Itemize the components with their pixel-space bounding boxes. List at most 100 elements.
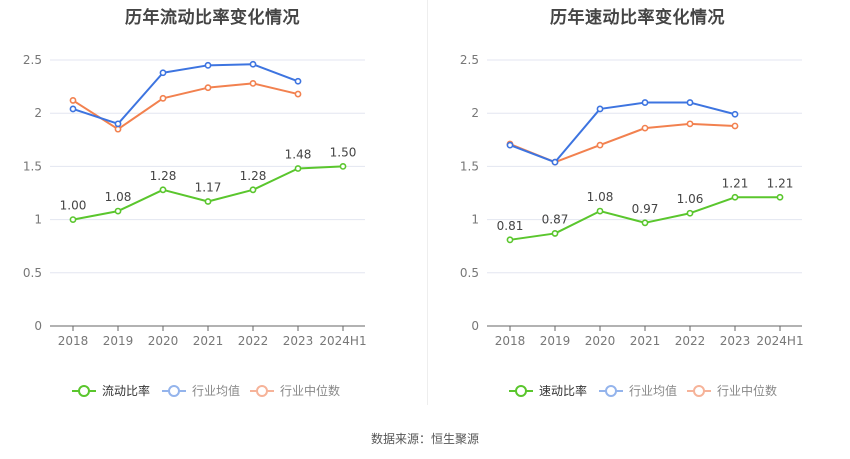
legend-item-primary[interactable]: 速动比率 [509, 383, 587, 398]
data-source-footer: 数据来源：恒生聚源 [370, 432, 479, 446]
x-tick-label: 2023 [283, 334, 314, 348]
data-point-industry_median [249, 80, 257, 87]
legend-marker-icon [605, 385, 617, 397]
data-label: 1.08 [587, 190, 614, 204]
data-point-industry_median [641, 124, 649, 132]
data-point-industry_avg [204, 61, 212, 69]
y-tick-label: 0 [471, 319, 479, 333]
data-point-primary [204, 198, 212, 205]
data-point-industry_median [69, 97, 77, 104]
x-tick-label: 2024H1 [756, 334, 803, 348]
x-tick-label: 2020 [148, 334, 179, 348]
x-tick-label: 2023 [720, 334, 751, 348]
data-point-industry_avg [249, 60, 257, 68]
data-point-primary [641, 219, 649, 227]
data-label: 1.00 [60, 199, 87, 213]
data-point-primary [731, 193, 739, 201]
legend-label: 行业中位数 [280, 383, 340, 398]
legend-marker-icon [515, 385, 527, 397]
data-label: 1.08 [105, 190, 132, 204]
legend-marker-icon [78, 385, 90, 397]
legend-label: 行业均值 [629, 383, 677, 398]
y-tick-label: 1 [34, 213, 42, 227]
data-point-primary [596, 207, 604, 215]
x-tick-label: 2022 [675, 334, 706, 348]
x-tick-label: 2019 [540, 334, 571, 348]
y-tick-label: 2 [34, 106, 42, 120]
data-point-primary [551, 230, 559, 237]
y-tick-label: 0.5 [23, 266, 42, 280]
data-point-industry_median [114, 125, 122, 133]
data-point-industry_avg [506, 141, 514, 149]
series-line-industry_avg [72, 63, 299, 125]
y-tick-label: 1.5 [23, 159, 42, 173]
data-point-industry_avg [641, 99, 649, 106]
legend-marker-icon [256, 385, 268, 397]
x-tick-label: 2018 [58, 334, 89, 348]
legend-label: 流动比率 [102, 383, 150, 398]
y-tick-label: 0 [34, 319, 42, 333]
data-point-primary [686, 209, 694, 217]
x-tick-label: 2019 [103, 334, 134, 348]
data-label: 1.28 [150, 169, 177, 183]
x-tick-label: 2020 [585, 334, 616, 348]
y-tick-label: 0.5 [460, 266, 479, 280]
data-point-industry_avg [294, 77, 302, 85]
data-label: 0.97 [632, 202, 659, 216]
data-label: 1.50 [330, 145, 357, 159]
x-tick-label: 2024H1 [319, 334, 366, 348]
data-point-industry_avg [114, 120, 122, 128]
legend-item-industry_avg[interactable]: 行业均值 [599, 383, 677, 398]
x-tick-label: 2021 [630, 334, 661, 348]
legend-marker-icon [168, 385, 180, 397]
legend-item-industry_avg[interactable]: 行业均值 [162, 383, 240, 398]
series-line-industry_avg [509, 101, 736, 164]
data-label: 1.17 [195, 181, 222, 195]
data-point-industry_avg [731, 110, 739, 118]
data-point-primary [249, 186, 257, 194]
data-label: 1.48 [285, 148, 312, 162]
data-label: 1.06 [677, 192, 704, 206]
y-tick-label: 2.5 [23, 53, 42, 67]
data-point-industry_median [686, 120, 694, 128]
data-label: 1.21 [722, 176, 749, 190]
y-tick-label: 1 [471, 213, 479, 227]
data-point-primary [114, 207, 122, 215]
x-tick-label: 2018 [495, 334, 526, 348]
data-point-industry_median [731, 122, 739, 130]
data-point-industry_avg [686, 99, 694, 106]
data-point-primary [294, 165, 302, 172]
data-point-industry_median [294, 90, 302, 98]
x-tick-label: 2022 [238, 334, 269, 348]
chart-1: 0 0.5 1 1.5 2 2.5 2018 2019 2020 2021 2022 2023 2024… [460, 53, 804, 398]
legend-label: 行业均值 [192, 383, 240, 398]
y-tick-label: 2.5 [460, 53, 479, 67]
data-point-industry_avg [551, 158, 559, 166]
series-line-industry_median [509, 122, 736, 164]
data-label: 0.87 [542, 212, 569, 226]
chart-divider [427, 0, 428, 405]
legend-marker-icon [693, 385, 705, 397]
data-point-industry_median [159, 94, 167, 102]
series-line-industry_median [72, 82, 299, 131]
data-point-primary [339, 162, 347, 170]
data-point-primary [506, 236, 514, 244]
y-tick-label: 2 [471, 106, 479, 120]
chart-title-current-ratio: 历年流动比率变化情况 [125, 8, 300, 28]
legend-label: 行业中位数 [717, 383, 777, 398]
data-point-industry_avg [69, 105, 77, 113]
data-point-industry_median [204, 84, 212, 92]
data-point-primary [159, 186, 167, 194]
legend-item-industry_median[interactable]: 行业中位数 [250, 383, 340, 398]
data-label: 1.28 [240, 169, 267, 183]
data-label: 1.21 [767, 176, 794, 190]
chart-0: 0 0.5 1 1.5 2 2.5 2018 2019 2020 2021 2022 2023 2024… [23, 53, 367, 398]
data-label: 0.81 [497, 219, 524, 233]
data-point-industry_median [596, 141, 604, 149]
data-point-industry_avg [596, 105, 604, 113]
legend-item-primary[interactable]: 流动比率 [72, 383, 150, 398]
data-point-primary [69, 216, 77, 223]
x-tick-label: 2021 [193, 334, 224, 348]
legend-item-industry_median[interactable]: 行业中位数 [687, 383, 777, 398]
